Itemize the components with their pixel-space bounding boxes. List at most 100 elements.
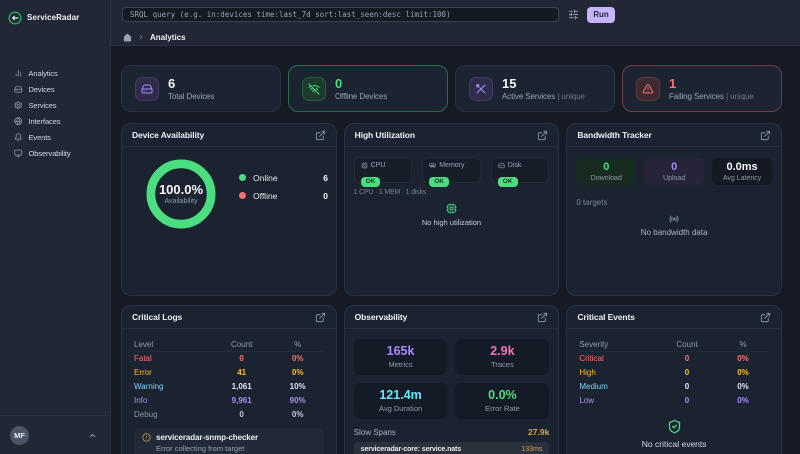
card-title: Observability bbox=[354, 312, 408, 322]
table-row: Warning 1,061 10% bbox=[134, 380, 324, 394]
disk-icon bbox=[498, 162, 505, 169]
stat-text: 15 Active Services | unique bbox=[502, 77, 585, 101]
external-link-icon[interactable] bbox=[315, 130, 326, 141]
legend-row-online: Online 6 bbox=[239, 172, 328, 183]
run-query-button[interactable]: Run bbox=[587, 6, 615, 23]
user-menu[interactable]: MF bbox=[0, 415, 110, 454]
monitor-icon bbox=[14, 149, 23, 157]
stat-label: Total Devices bbox=[168, 92, 214, 101]
hard-drive-icon bbox=[14, 85, 23, 93]
table-header: Severity Count % bbox=[579, 338, 769, 352]
home-icon[interactable] bbox=[123, 33, 132, 42]
stat-label-suffix: | unique bbox=[557, 91, 585, 101]
external-link-icon[interactable] bbox=[315, 312, 326, 323]
column-header: Count bbox=[230, 340, 253, 349]
brand[interactable]: ServiceRadar bbox=[0, 0, 110, 28]
sidebar-item-devices[interactable]: Devices bbox=[0, 81, 110, 97]
sidebar-item-services[interactable]: Services bbox=[0, 97, 110, 113]
tools-icon bbox=[469, 76, 493, 101]
empty-message: No bandwidth data bbox=[640, 228, 708, 237]
bandwidth-stats: 0 Download 0 Upload 0.0ms Avg Latency bbox=[576, 158, 772, 185]
cell-percent: 0% bbox=[737, 382, 749, 391]
cell-level: Critical bbox=[579, 354, 604, 363]
stat-total-devices[interactable]: 6 Total Devices bbox=[121, 65, 281, 112]
span-name: serviceradar-core: service.nats bbox=[360, 446, 462, 453]
resource-name: Disk bbox=[507, 162, 522, 169]
stat-text: 1 Failing Services | unique bbox=[669, 77, 754, 101]
memory-icon bbox=[429, 163, 436, 168]
utilization-empty-state: No high utilization bbox=[354, 203, 550, 227]
column-header: Severity bbox=[579, 340, 609, 349]
resource-label: CPU bbox=[360, 161, 406, 170]
table-row: High 0 0% bbox=[579, 366, 769, 380]
sidebar-item-label: Interfaces bbox=[28, 116, 61, 126]
log-alert-message: Error collecting from target bbox=[156, 444, 245, 453]
stats-row: 6 Total Devices 0 Offline Devices 15 bbox=[121, 65, 782, 112]
brand-name: ServiceRadar bbox=[27, 13, 80, 22]
bandwidth-body: 0 Download 0 Upload 0.0ms Avg Latency 0 … bbox=[567, 147, 781, 237]
cell-percent: 0% bbox=[737, 368, 749, 377]
upload-stat: 0 Upload bbox=[644, 158, 705, 185]
card-title: High Utilization bbox=[354, 130, 415, 140]
sidebar-item-analytics[interactable]: Analytics bbox=[0, 65, 110, 81]
external-link-icon[interactable] bbox=[537, 312, 548, 323]
sidebar-nav: Analytics Devices Services Interfaces Ev… bbox=[0, 65, 110, 161]
card-header: Bandwidth Tracker bbox=[567, 124, 781, 147]
stat-value: 0 bbox=[671, 160, 678, 173]
table-row: Error 41 0% bbox=[134, 366, 324, 380]
avatar[interactable]: MF bbox=[10, 425, 29, 445]
resource-panels: CPU OK Memory OK bbox=[353, 157, 550, 187]
resource-label: Memory bbox=[429, 161, 474, 170]
card-header: Device Availability bbox=[122, 124, 336, 147]
latency-stat: 0.0ms Avg Latency bbox=[712, 158, 772, 185]
sidebar-item-events[interactable]: Events bbox=[0, 129, 110, 145]
card-header: High Utilization bbox=[344, 124, 559, 147]
table-row: Medium 0 0% bbox=[579, 380, 769, 394]
stat-value: 0 bbox=[335, 75, 343, 91]
sidebar-item-interfaces[interactable]: Interfaces bbox=[0, 113, 110, 129]
cell-level: High bbox=[579, 368, 596, 377]
bell-icon bbox=[14, 133, 22, 141]
serviceradar-logo-icon bbox=[8, 11, 22, 24]
events-table: Severity Count % Critical 0 0% High 0 0% bbox=[567, 329, 781, 449]
slow-spans-header: Slow Spans 27.9k bbox=[354, 427, 550, 437]
stat-label-text: Total Devices bbox=[168, 91, 215, 101]
external-link-icon[interactable] bbox=[760, 312, 771, 323]
cell-level: Low bbox=[579, 396, 595, 405]
stat-active-services[interactable]: 15 Active Services | unique bbox=[455, 65, 615, 112]
srql-query-input[interactable] bbox=[122, 7, 559, 22]
cell-percent: 0% bbox=[291, 354, 304, 363]
gauge-value: 100.0% bbox=[158, 182, 204, 197]
cell-level: Error bbox=[134, 368, 152, 377]
stat-label-text: Offline Devices bbox=[335, 91, 388, 101]
sidebar-item-observability[interactable]: Observability bbox=[0, 145, 110, 161]
external-link-icon[interactable] bbox=[760, 130, 771, 141]
legend-value: 0 bbox=[323, 190, 328, 201]
cpu-icon bbox=[360, 162, 368, 169]
stat-offline-devices[interactable]: 0 Offline Devices bbox=[288, 65, 448, 112]
sidebar-item-label: Analytics bbox=[28, 68, 58, 78]
cell-level: Medium bbox=[579, 382, 608, 391]
sidebar-item-label: Events bbox=[28, 132, 51, 142]
log-alert-item[interactable]: serviceradar-snmp-checker Error collecti… bbox=[134, 428, 324, 454]
column-header: Count bbox=[676, 340, 698, 349]
query-filters-button[interactable] bbox=[568, 9, 579, 20]
cell-percent: 0% bbox=[291, 368, 304, 377]
cell-count: 0 bbox=[684, 354, 690, 363]
offline-dot bbox=[239, 192, 246, 199]
cpu-chip-icon bbox=[446, 203, 457, 214]
resource-name: CPU bbox=[370, 162, 386, 169]
stat-failing-services[interactable]: 1 Failing Services | unique bbox=[622, 65, 782, 112]
span-value: 133ms bbox=[521, 446, 543, 453]
stat-value: 6 bbox=[168, 75, 176, 91]
external-link-icon[interactable] bbox=[537, 130, 548, 141]
chevron-up-icon bbox=[89, 433, 96, 437]
cell-level: Warning bbox=[134, 382, 164, 391]
bar-chart-icon bbox=[15, 69, 21, 77]
cell-count: 0 bbox=[239, 354, 244, 363]
cell-percent: 0% bbox=[737, 396, 749, 405]
slow-span-item[interactable]: serviceradar-core: service.nats 133ms bbox=[353, 442, 550, 454]
card-bandwidth-tracker: Bandwidth Tracker 0 Download 0 Upload bbox=[566, 123, 782, 296]
cell-level: Debug bbox=[134, 410, 158, 419]
table-row: Debug 0 0% bbox=[134, 408, 324, 422]
